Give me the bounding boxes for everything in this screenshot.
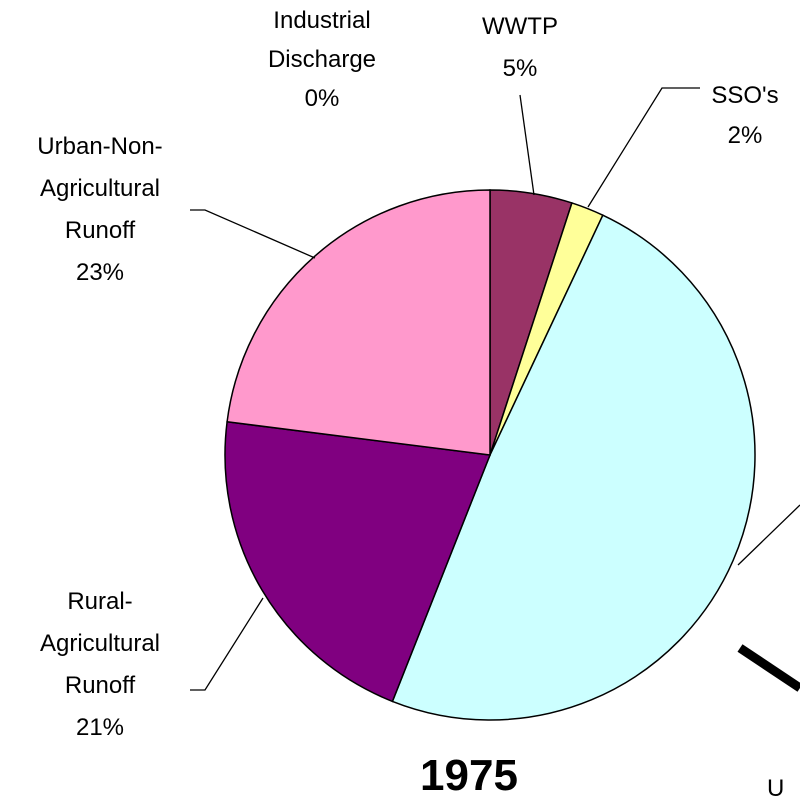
value-label: 2% xyxy=(728,122,763,149)
label-line: Discharge xyxy=(268,46,376,73)
label-line: Agricultural xyxy=(40,630,160,657)
label-line: Rural- xyxy=(67,588,132,615)
value-label: 21% xyxy=(76,714,124,741)
leader-line xyxy=(519,94,535,196)
chart-title: 1975 xyxy=(420,751,518,800)
pie-slice xyxy=(224,420,492,703)
label-line: WWTP xyxy=(482,13,558,40)
leader-line xyxy=(190,597,264,691)
label-line: Runoff xyxy=(65,217,136,244)
label-line: U xyxy=(767,775,784,802)
label-line: Runoff xyxy=(65,672,136,699)
value-label: 0% xyxy=(305,85,340,112)
pie-slice xyxy=(226,189,491,456)
slice-label: SSO's 2% xyxy=(711,82,778,149)
leader-line xyxy=(587,87,700,208)
label-line: Urban-Non- xyxy=(37,133,162,160)
slice-label: U xyxy=(767,775,784,802)
slice-label: Rural- Agricultural Runoff 21% xyxy=(40,588,160,741)
slice-label: WWTP 5% xyxy=(482,13,558,82)
label-line: Industrial xyxy=(273,7,370,34)
leader-line xyxy=(737,504,800,566)
slice-label: Urban-Non- Agricultural Runoff 23% xyxy=(37,133,162,286)
value-label: 5% xyxy=(503,55,538,82)
arrow xyxy=(737,644,800,692)
value-label: 23% xyxy=(76,259,124,286)
leader-line xyxy=(190,209,316,259)
pie-slice xyxy=(391,214,756,721)
slice-label: Industrial Discharge 0% xyxy=(268,7,376,112)
label-line: Agricultural xyxy=(40,175,160,202)
label-line: SSO's xyxy=(711,82,778,109)
